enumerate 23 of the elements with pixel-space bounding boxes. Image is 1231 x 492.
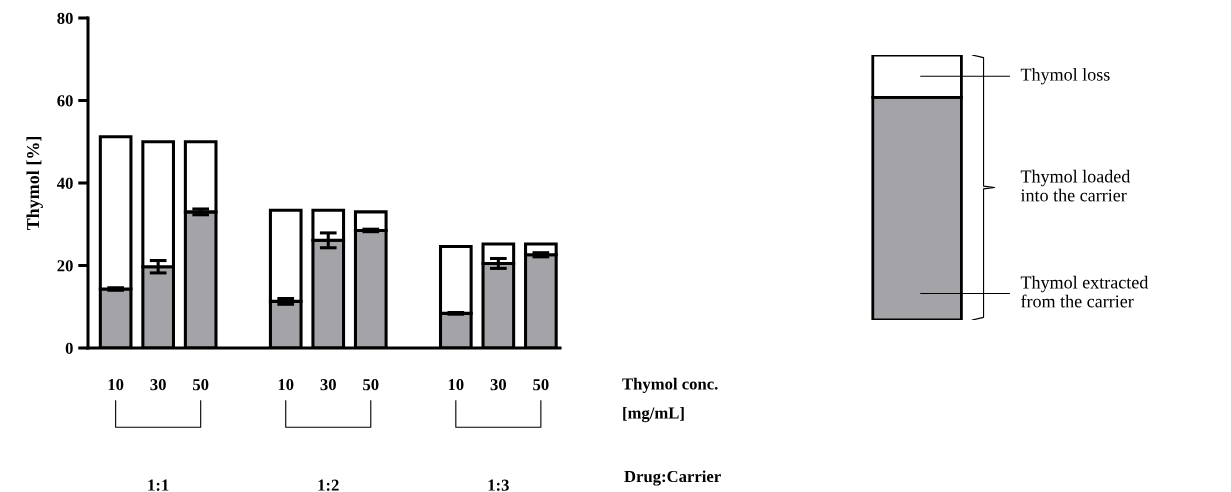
text: 1:3 (488, 479, 509, 491)
y-tick-label: 0 (65, 342, 73, 354)
text: 1:1 (148, 479, 169, 491)
y-axis-title: Thymol [%] (26, 136, 43, 231)
x-tick-label: 50 (193, 379, 209, 391)
x-tick-label: 10 (448, 379, 464, 391)
x-tick-label: 50 (363, 379, 379, 391)
text: Thymol loaded into the carrier (1020, 169, 1131, 202)
x-tick-label: 30 (150, 379, 166, 391)
y-tick-label: 60 (57, 95, 73, 107)
legend-label: Thymol extracted from the carrier (1020, 275, 1149, 308)
y-tick-label: 40 (56, 177, 73, 189)
text: Drug:Carrier (624, 470, 721, 486)
x-tick-label: 50 (533, 379, 549, 391)
x-tick-label: 10 (108, 379, 124, 391)
text: 1:2 (318, 479, 339, 491)
x-axis-title: Thymol conc. [mg/mL] (622, 377, 718, 423)
x-tick-label: 30 (320, 379, 336, 391)
x-tick-label: 10 (278, 379, 294, 391)
legend-label: Thymol loss (1020, 67, 1110, 85)
y-tick-label: 80 (57, 12, 73, 24)
y-tick-label: 20 (57, 260, 73, 272)
x-tick-label: 30 (490, 379, 507, 391)
